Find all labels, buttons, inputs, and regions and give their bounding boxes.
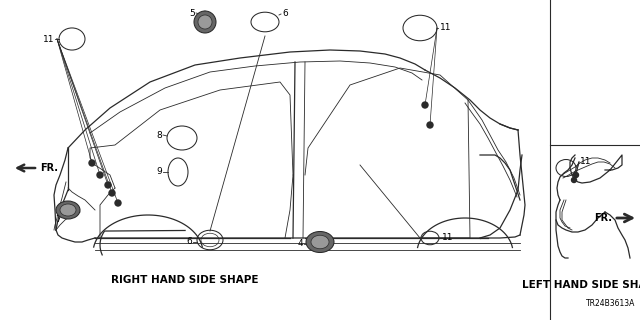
Text: 5: 5: [189, 9, 195, 18]
Ellipse shape: [56, 201, 80, 219]
Text: FR.: FR.: [40, 163, 58, 173]
Text: 11: 11: [42, 35, 54, 44]
Ellipse shape: [60, 204, 76, 216]
Text: TR24B3613A: TR24B3613A: [586, 299, 635, 308]
Circle shape: [105, 182, 111, 188]
Ellipse shape: [194, 11, 216, 33]
Ellipse shape: [306, 231, 334, 252]
Ellipse shape: [198, 15, 212, 29]
Text: RIGHT HAND SIDE SHAPE: RIGHT HAND SIDE SHAPE: [111, 275, 259, 285]
Circle shape: [97, 172, 103, 178]
Text: 8: 8: [156, 131, 162, 140]
Circle shape: [572, 178, 577, 182]
Ellipse shape: [311, 235, 329, 249]
Text: 11: 11: [580, 157, 591, 166]
Text: 6: 6: [186, 237, 192, 246]
Circle shape: [422, 102, 428, 108]
Circle shape: [89, 160, 95, 166]
Text: 11: 11: [440, 23, 451, 33]
Circle shape: [115, 200, 121, 206]
Text: 9: 9: [156, 167, 162, 177]
Text: 6: 6: [282, 10, 288, 19]
Text: 7: 7: [55, 215, 61, 225]
Text: LEFT HAND SIDE SHAPE: LEFT HAND SIDE SHAPE: [522, 280, 640, 290]
Text: 11: 11: [442, 234, 454, 243]
Circle shape: [573, 172, 579, 178]
Circle shape: [109, 190, 115, 196]
Circle shape: [427, 122, 433, 128]
Text: FR.: FR.: [594, 213, 612, 223]
Text: 4: 4: [298, 239, 303, 249]
